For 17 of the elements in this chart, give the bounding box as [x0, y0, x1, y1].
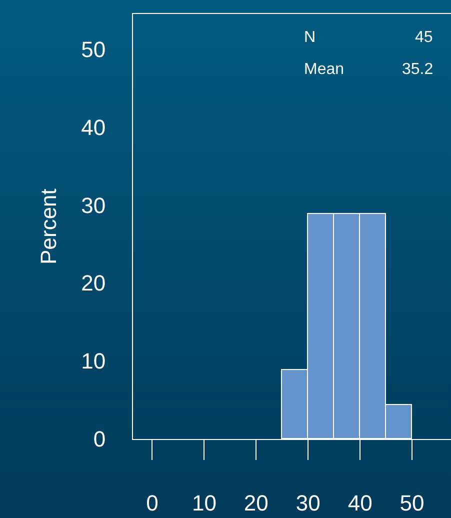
y-tick-label: 40 [81, 114, 106, 140]
x-tick-label: 10 [192, 490, 216, 516]
annotation: N [304, 29, 316, 46]
annotation: Mean [304, 61, 344, 78]
y-tick-label: 10 [81, 348, 106, 374]
y-tick-label: 50 [81, 36, 106, 62]
x-tick-label: 40 [348, 490, 372, 516]
annotation: 35.2 [402, 61, 434, 78]
annotation: 45 [415, 29, 433, 46]
x-tick-label: 20 [244, 490, 268, 516]
x-tick-label: 30 [296, 490, 320, 516]
y-tick-label: 0 [93, 426, 106, 452]
x-tick-label: 0 [146, 490, 158, 516]
y-axis-title: Percent [36, 188, 61, 264]
y-tick-label: 20 [81, 270, 106, 296]
y-tick-label: 30 [81, 192, 106, 218]
x-tick-label: 50 [400, 490, 424, 516]
